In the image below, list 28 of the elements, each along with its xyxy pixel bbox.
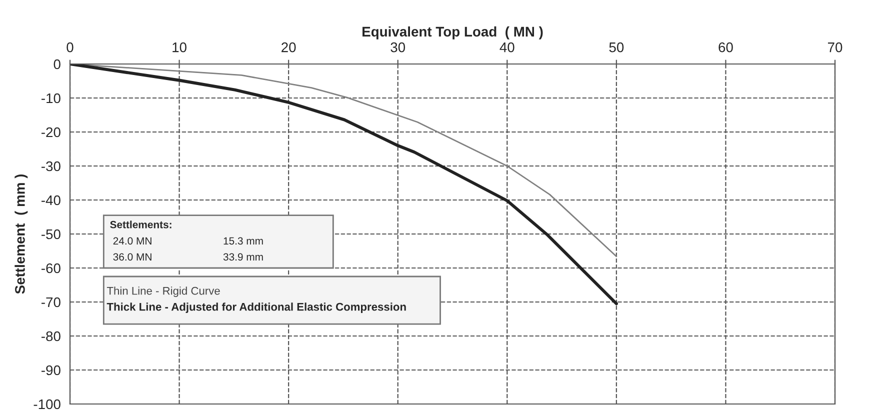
annotation: 15.3 mm (224, 237, 263, 245)
y-tick-label: -40 (42, 195, 60, 206)
x-tick-label: 30 (390, 42, 406, 52)
y-tick-label: -90 (42, 365, 60, 376)
annotation: Thin Line - Rigid Curve (106, 286, 220, 297)
y-tick-label: -70 (42, 297, 60, 308)
y-tick-label: -60 (42, 263, 60, 274)
x-tick-label: 50 (609, 42, 624, 52)
annotation: 36.0 MN (113, 253, 152, 261)
y-tick-label: -80 (42, 331, 60, 342)
y-axis-title: Settlement ( mm ) (14, 174, 28, 294)
x-tick-label: 20 (282, 42, 296, 52)
x-tick-label: 60 (718, 42, 733, 52)
x-tick-label: 70 (828, 42, 842, 52)
annotation: 24.0 MN (113, 237, 152, 245)
x-tick-label: 40 (500, 42, 514, 52)
y-tick-label: -50 (42, 229, 60, 240)
x-tick-label: 10 (172, 42, 186, 52)
y-tick-label: -10 (42, 93, 60, 104)
y-tick-label: -30 (42, 161, 60, 172)
annotation: Thick Line - Adjusted for Additional Elastic Compression (106, 302, 406, 313)
y-tick-label: -20 (42, 127, 60, 138)
annotation: 33.9 mm (223, 253, 263, 261)
y-tick-label: 0 (54, 59, 60, 70)
annotation: Settlements: (110, 220, 172, 228)
x-tick-label: 0 (66, 42, 74, 52)
y-tick-label: -100 (34, 399, 60, 410)
x-axis-title: Equivalent Top Load ( MN ) (362, 26, 543, 40)
